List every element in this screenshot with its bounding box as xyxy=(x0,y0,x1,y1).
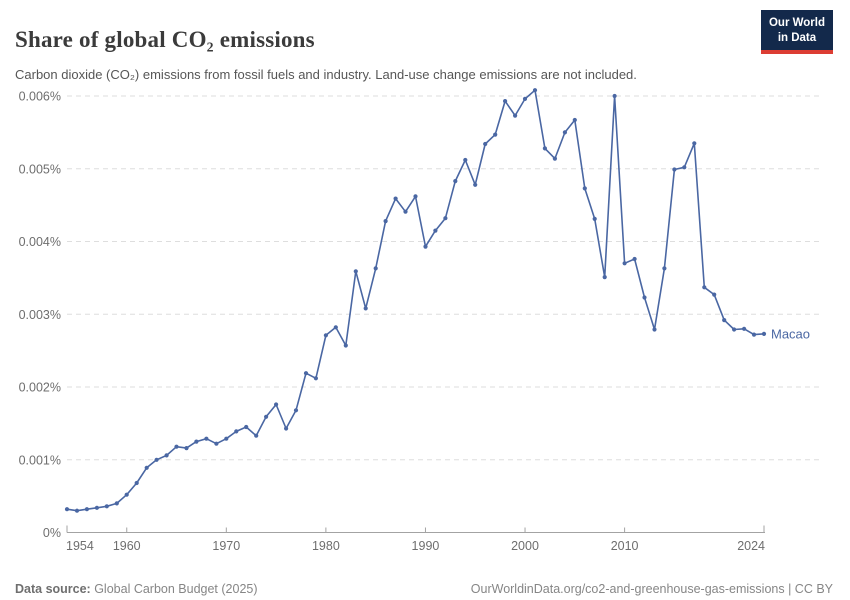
data-point[interactable] xyxy=(383,219,388,224)
data-point[interactable] xyxy=(682,165,687,170)
data-point[interactable] xyxy=(234,429,239,434)
data-point[interactable] xyxy=(323,333,328,338)
data-point[interactable] xyxy=(224,436,229,441)
data-point[interactable] xyxy=(413,194,418,199)
data-point[interactable] xyxy=(612,93,617,99)
data-point[interactable] xyxy=(284,426,289,431)
data-point[interactable] xyxy=(373,266,378,271)
y-tick-label: 0.006% xyxy=(19,90,61,104)
data-point[interactable] xyxy=(562,130,568,135)
owid-logo-line2: in Data xyxy=(777,31,817,44)
data-point[interactable] xyxy=(453,179,458,184)
data-point[interactable] xyxy=(572,117,577,123)
y-tick-label: 0.004% xyxy=(19,235,61,249)
y-tick-label: 0.002% xyxy=(19,381,61,395)
data-point[interactable] xyxy=(403,209,408,214)
data-point[interactable] xyxy=(532,88,538,93)
chart-subtitle: Carbon dioxide (CO₂) emissions from foss… xyxy=(15,67,637,82)
data-point[interactable] xyxy=(74,508,80,513)
data-point[interactable] xyxy=(64,507,70,512)
footer-citation-link[interactable]: OurWorldinData.org/co2-and-greenhouse-ga… xyxy=(470,581,833,596)
data-point[interactable] xyxy=(632,256,637,262)
x-tick-label: 2024 xyxy=(737,539,765,553)
data-point[interactable] xyxy=(84,507,89,512)
data-point[interactable] xyxy=(244,424,249,430)
data-point[interactable] xyxy=(104,504,109,509)
y-tick-label: 0.003% xyxy=(19,308,61,322)
data-source-label: Data source: xyxy=(15,581,91,596)
data-point[interactable] xyxy=(443,216,448,221)
series-entity-label[interactable]: Macao xyxy=(771,326,810,341)
data-point[interactable] xyxy=(473,182,478,187)
x-tick-label: 1970 xyxy=(212,539,240,553)
owid-logo-line1: Our World xyxy=(768,17,825,29)
data-point[interactable] xyxy=(353,269,358,274)
data-point[interactable] xyxy=(463,157,468,163)
data-point[interactable] xyxy=(602,275,607,280)
data-point[interactable] xyxy=(582,186,587,191)
data-point[interactable] xyxy=(124,492,129,497)
data-point[interactable] xyxy=(313,376,318,381)
data-point[interactable] xyxy=(144,465,149,470)
data-point[interactable] xyxy=(393,196,398,201)
y-tick-label: 0.005% xyxy=(19,162,61,176)
data-point[interactable] xyxy=(214,441,219,446)
owid-logo[interactable]: Our World in Data xyxy=(760,10,833,54)
data-point[interactable] xyxy=(622,261,627,266)
page-title: Share of global CO₂ emissions xyxy=(15,27,315,53)
data-point[interactable] xyxy=(204,436,209,441)
x-tick-label: 1954 xyxy=(66,539,94,553)
data-point[interactable] xyxy=(154,457,159,462)
data-point[interactable] xyxy=(722,318,727,323)
data-source-value: Global Carbon Budget (2025) xyxy=(90,581,258,596)
data-point[interactable] xyxy=(761,331,767,336)
x-tick-label: 1960 xyxy=(113,539,141,553)
data-point[interactable] xyxy=(513,113,518,118)
data-series-line[interactable] xyxy=(66,89,765,512)
data-point[interactable] xyxy=(303,371,309,376)
data-point[interactable] xyxy=(672,167,677,172)
data-point[interactable] xyxy=(194,439,199,444)
x-tick-label: 2010 xyxy=(611,539,639,553)
data-point[interactable] xyxy=(174,444,179,449)
data-point[interactable] xyxy=(742,326,747,331)
data-source-note: Data source: Global Carbon Budget (2025) xyxy=(15,582,258,596)
data-point[interactable] xyxy=(732,327,737,332)
data-point[interactable] xyxy=(184,446,189,451)
y-tick-label: 0% xyxy=(43,526,61,540)
x-tick-label: 1980 xyxy=(312,539,340,553)
data-point[interactable] xyxy=(652,327,657,332)
y-tick-label: 0.001% xyxy=(19,453,61,467)
data-point[interactable] xyxy=(293,408,299,413)
data-point[interactable] xyxy=(274,402,279,407)
data-point[interactable] xyxy=(493,132,498,137)
data-point[interactable] xyxy=(94,505,99,510)
data-point[interactable] xyxy=(692,141,697,146)
data-point[interactable] xyxy=(333,325,338,330)
data-point[interactable] xyxy=(702,285,707,290)
data-point[interactable] xyxy=(164,453,169,458)
data-point[interactable] xyxy=(254,433,259,438)
data-point[interactable] xyxy=(552,156,558,161)
x-tick-label: 1990 xyxy=(412,539,440,553)
data-point[interactable] xyxy=(712,292,717,297)
data-point[interactable] xyxy=(522,96,528,101)
data-point[interactable] xyxy=(134,480,139,486)
data-point[interactable] xyxy=(114,501,119,506)
x-tick-label: 2000 xyxy=(511,539,539,553)
data-point[interactable] xyxy=(433,228,438,233)
data-point[interactable] xyxy=(343,343,348,348)
data-point[interactable] xyxy=(642,295,647,300)
data-point[interactable] xyxy=(751,332,757,337)
data-point[interactable] xyxy=(592,216,597,221)
data-point[interactable] xyxy=(662,266,667,271)
data-point[interactable] xyxy=(542,146,548,151)
data-point[interactable] xyxy=(483,141,488,147)
data-point[interactable] xyxy=(423,244,428,249)
data-point[interactable] xyxy=(503,99,508,104)
data-point[interactable] xyxy=(264,414,269,419)
data-point[interactable] xyxy=(363,306,368,311)
